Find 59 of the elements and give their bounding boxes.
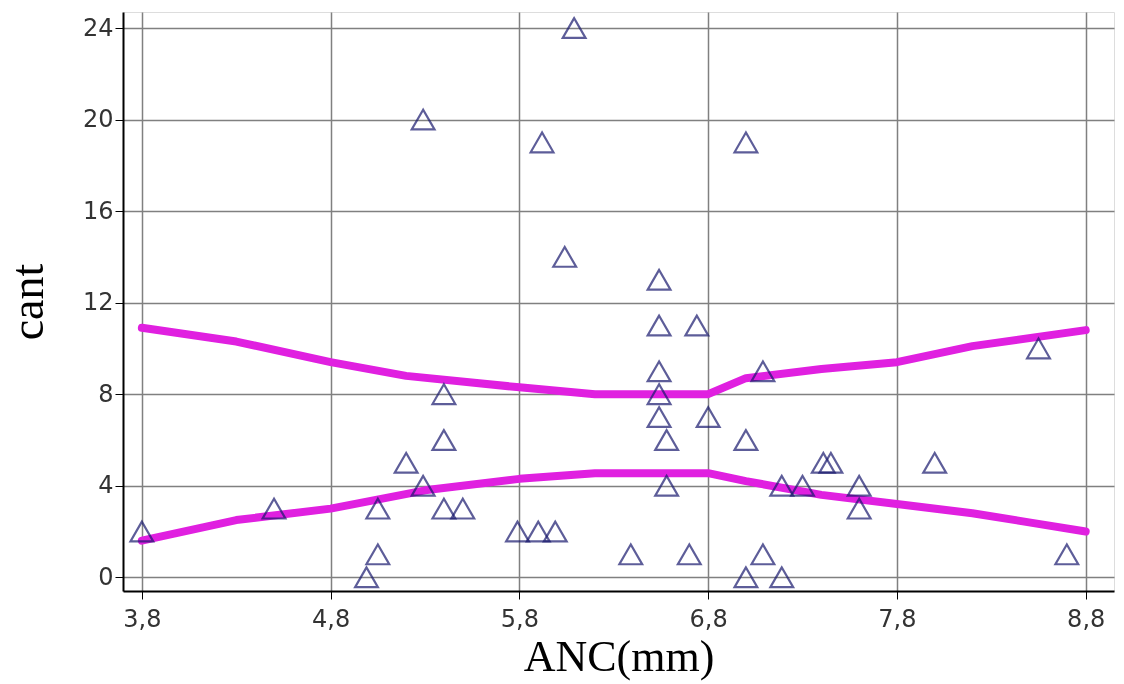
point (365, 543, 391, 566)
point (1054, 543, 1080, 566)
x-tick-label: 5,8 (500, 604, 539, 633)
point (684, 314, 710, 337)
point (450, 497, 476, 520)
point (733, 131, 759, 154)
point (431, 428, 457, 451)
x-tick-label: 6,8 (689, 604, 728, 633)
y-tick-label: 24 (82, 13, 114, 42)
y-tick-label: 4 (98, 471, 114, 500)
point (846, 474, 872, 497)
point (1025, 337, 1051, 360)
x-tick-label: 8,8 (1067, 604, 1106, 633)
point (542, 520, 568, 543)
point (769, 566, 795, 589)
point (529, 131, 555, 154)
point (646, 268, 672, 291)
x-tick-label: 3,8 (123, 604, 162, 633)
point (646, 383, 672, 406)
point (818, 451, 844, 474)
point (410, 474, 436, 497)
point (750, 360, 776, 383)
y-tick-label: 8 (98, 379, 114, 408)
point (695, 406, 721, 429)
point (733, 566, 759, 589)
point (646, 360, 672, 383)
x-tick-label: 4,8 (312, 604, 351, 633)
point (733, 428, 759, 451)
point (129, 520, 155, 543)
point (261, 497, 287, 520)
point (922, 451, 948, 474)
y-tick-label: 20 (82, 105, 114, 134)
point (769, 474, 795, 497)
y-tick-label: 12 (82, 288, 114, 317)
point (393, 451, 419, 474)
y-tick-label: 16 (82, 196, 114, 225)
point (431, 383, 457, 406)
point (525, 520, 551, 543)
x-axis-title: ANC(mm) (523, 631, 715, 681)
point (552, 245, 578, 268)
y-tick-label: 0 (98, 562, 114, 591)
point (676, 543, 702, 566)
point (354, 566, 379, 589)
point (846, 497, 872, 520)
point (750, 543, 776, 566)
point (365, 497, 391, 520)
point (618, 543, 644, 566)
point (790, 474, 816, 497)
x-tick-label: 7,8 (878, 604, 917, 633)
point (654, 474, 680, 497)
point (654, 428, 680, 451)
y-axis-title: cant (1, 263, 53, 341)
point (561, 17, 587, 39)
point (505, 520, 531, 543)
point (810, 451, 836, 474)
point (410, 108, 436, 131)
point (431, 497, 457, 520)
point (646, 406, 672, 429)
point (646, 314, 672, 337)
